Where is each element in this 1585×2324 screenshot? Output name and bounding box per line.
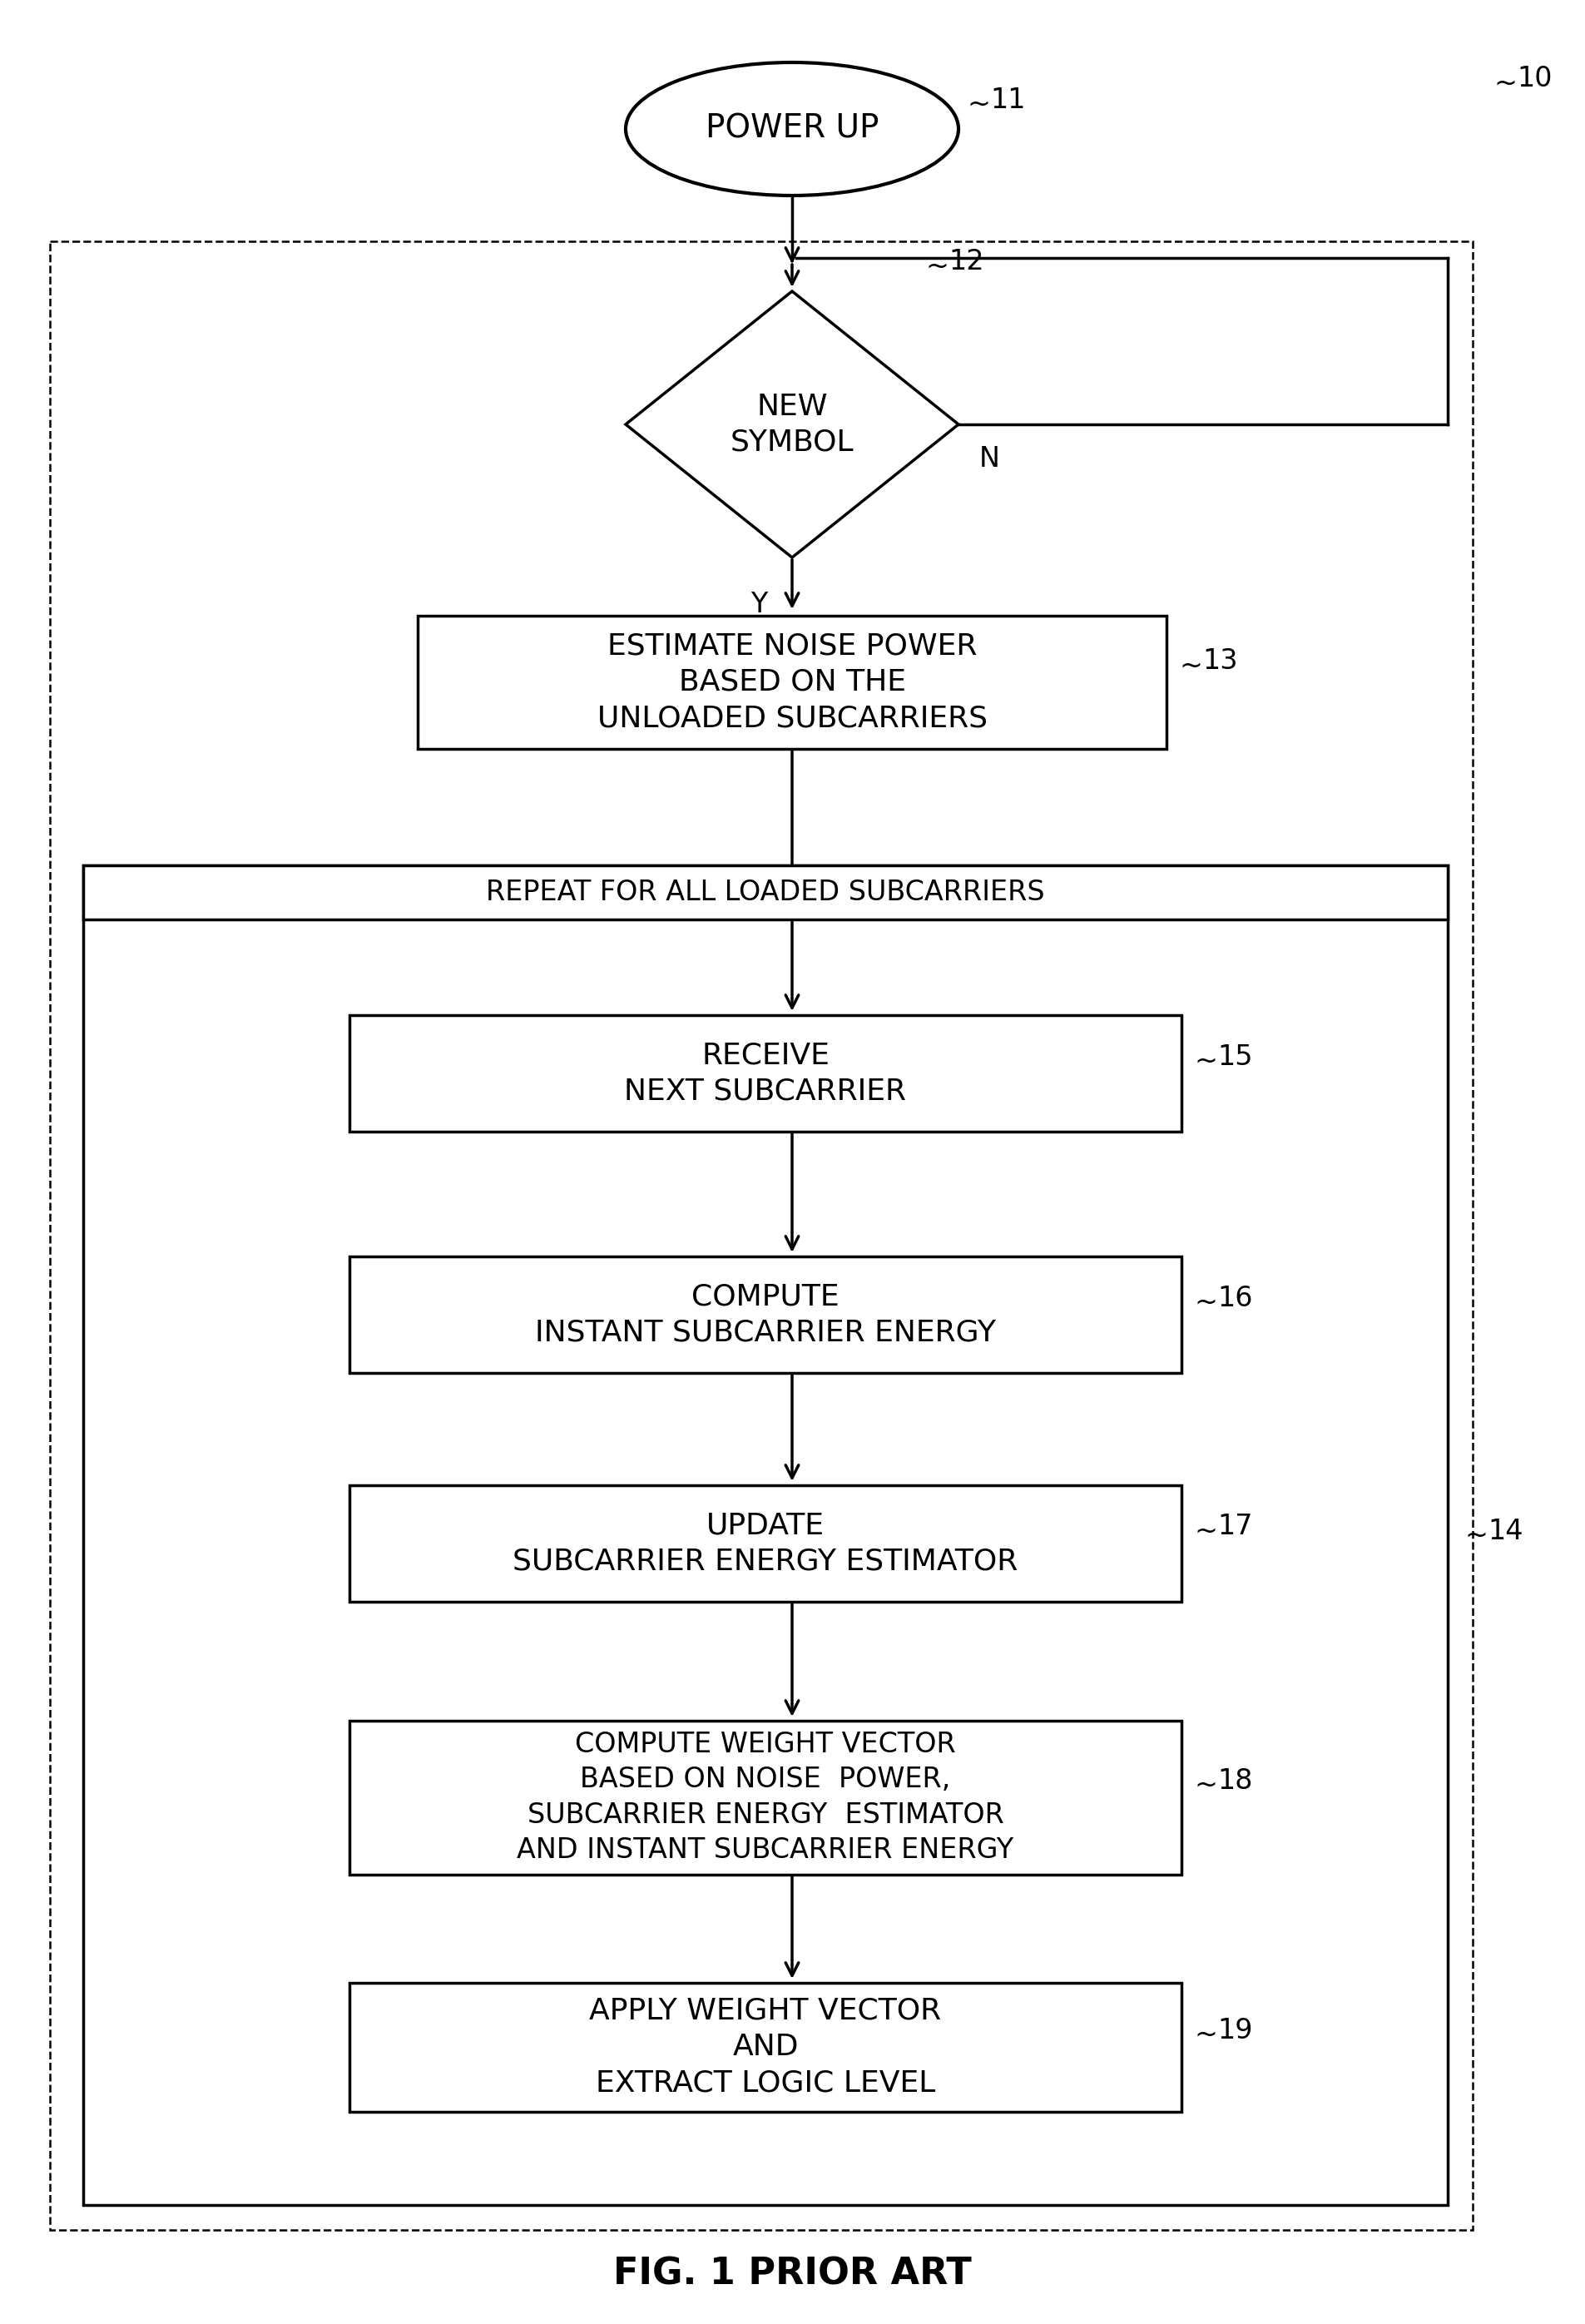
Text: ~: ~ [926, 253, 948, 279]
Text: Y: Y [750, 590, 767, 618]
Text: 16: 16 [1217, 1285, 1252, 1311]
Text: ~: ~ [1194, 1518, 1217, 1545]
Text: 18: 18 [1217, 1766, 1252, 1794]
Text: 12: 12 [948, 249, 984, 277]
Text: ESTIMATE NOISE POWER
BASED ON THE
UNLOADED SUBCARRIERS: ESTIMATE NOISE POWER BASED ON THE UNLOAD… [598, 632, 987, 732]
Polygon shape [626, 290, 959, 558]
Text: 10: 10 [1517, 65, 1552, 93]
Text: 14: 14 [1488, 1518, 1523, 1545]
Text: ~: ~ [1194, 1287, 1217, 1315]
Text: REPEAT FOR ALL LOADED SUBCARRIERS: REPEAT FOR ALL LOADED SUBCARRIERS [487, 878, 1045, 906]
Bar [82, 865, 1447, 920]
Bar [349, 1982, 1181, 2113]
Text: APPLY WEIGHT VECTOR
AND
EXTRACT LOGIC LEVEL: APPLY WEIGHT VECTOR AND EXTRACT LOGIC LE… [590, 1996, 941, 2096]
Text: 19: 19 [1217, 2017, 1252, 2045]
Text: ~: ~ [1465, 1522, 1488, 1548]
Bar [349, 1485, 1181, 1601]
Text: COMPUTE WEIGHT VECTOR
BASED ON NOISE  POWER,
SUBCARRIER ENERGY  ESTIMATOR
AND IN: COMPUTE WEIGHT VECTOR BASED ON NOISE POW… [517, 1731, 1014, 1864]
Text: N: N [980, 446, 1000, 472]
Text: UPDATE
SUBCARRIER ENERGY ESTIMATOR: UPDATE SUBCARRIER ENERGY ESTIMATOR [514, 1511, 1018, 1576]
Bar [418, 616, 1167, 748]
Text: 17: 17 [1217, 1513, 1252, 1541]
Text: ~: ~ [1194, 1048, 1217, 1074]
Bar [49, 242, 1472, 2231]
Bar [82, 865, 1447, 2205]
Ellipse shape [626, 63, 959, 195]
Text: 15: 15 [1217, 1043, 1252, 1071]
Text: RECEIVE
NEXT SUBCARRIER: RECEIVE NEXT SUBCARRIER [624, 1041, 907, 1106]
Text: ~: ~ [1194, 2020, 1217, 2047]
Text: 13: 13 [1203, 648, 1238, 676]
Text: ~: ~ [1194, 1771, 1217, 1799]
Text: NEW
SYMBOL: NEW SYMBOL [731, 393, 854, 456]
Text: FIG. 1 PRIOR ART: FIG. 1 PRIOR ART [613, 2257, 972, 2291]
Bar [349, 1257, 1181, 1373]
Text: 11: 11 [991, 86, 1025, 114]
Text: POWER UP: POWER UP [705, 114, 878, 144]
Bar [349, 1016, 1181, 1132]
Text: ~: ~ [1179, 653, 1203, 679]
Text: COMPUTE
INSTANT SUBCARRIER ENERGY: COMPUTE INSTANT SUBCARRIER ENERGY [536, 1283, 995, 1348]
Bar [349, 1720, 1181, 1873]
Text: ~: ~ [967, 91, 991, 119]
Text: ~: ~ [1493, 70, 1517, 98]
